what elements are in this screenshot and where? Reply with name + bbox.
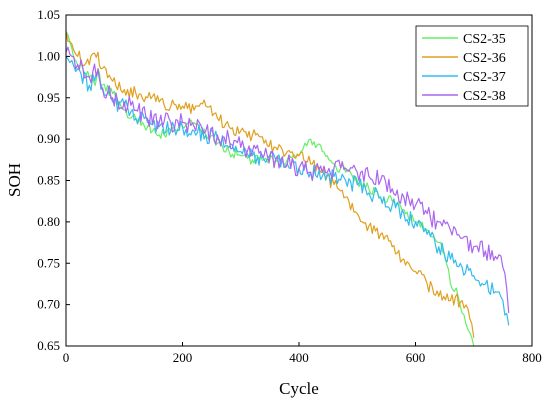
legend-box (415, 25, 529, 107)
y-axis-label: SOH (5, 163, 24, 197)
series-line-cs2-36 (65, 31, 475, 338)
y-tick-label: 0.75 (37, 255, 60, 270)
x-tick-label: 400 (289, 350, 309, 365)
x-tick-label: 800 (522, 350, 542, 365)
y-axis-ticks: 0.65 0.70 0.75 0.80 0.85 0.90 0.95 1.00 1.05 (37, 7, 70, 353)
x-tick-label: 200 (173, 350, 193, 365)
y-tick-label: 0.80 (37, 214, 60, 229)
legend-label-cs2-35: CS2-35 (463, 32, 506, 47)
legend-label-cs2-37: CS2-37 (463, 70, 506, 85)
y-tick-label: 0.95 (37, 90, 60, 105)
legend: CS2-35 CS2-36 CS2-37 CS2-38 (415, 25, 529, 107)
y-tick-label: 0.70 (37, 297, 60, 312)
series-layer (65, 31, 510, 347)
y-tick-label: 1.00 (37, 48, 60, 63)
series-line-cs2-38 (65, 46, 510, 313)
x-tick-label: 0 (63, 350, 70, 365)
x-tick-label: 600 (406, 350, 426, 365)
x-axis-ticks: 0 200 400 600 800 (63, 342, 542, 365)
y-tick-label: 0.65 (37, 338, 60, 353)
legend-label-cs2-38: CS2-38 (463, 89, 506, 104)
y-tick-label: 0.85 (37, 173, 60, 188)
y-tick-label: 0.90 (37, 131, 60, 146)
x-axis-label: Cycle (279, 379, 319, 398)
y-tick-label: 1.05 (37, 7, 60, 22)
legend-label-cs2-36: CS2-36 (463, 51, 506, 66)
